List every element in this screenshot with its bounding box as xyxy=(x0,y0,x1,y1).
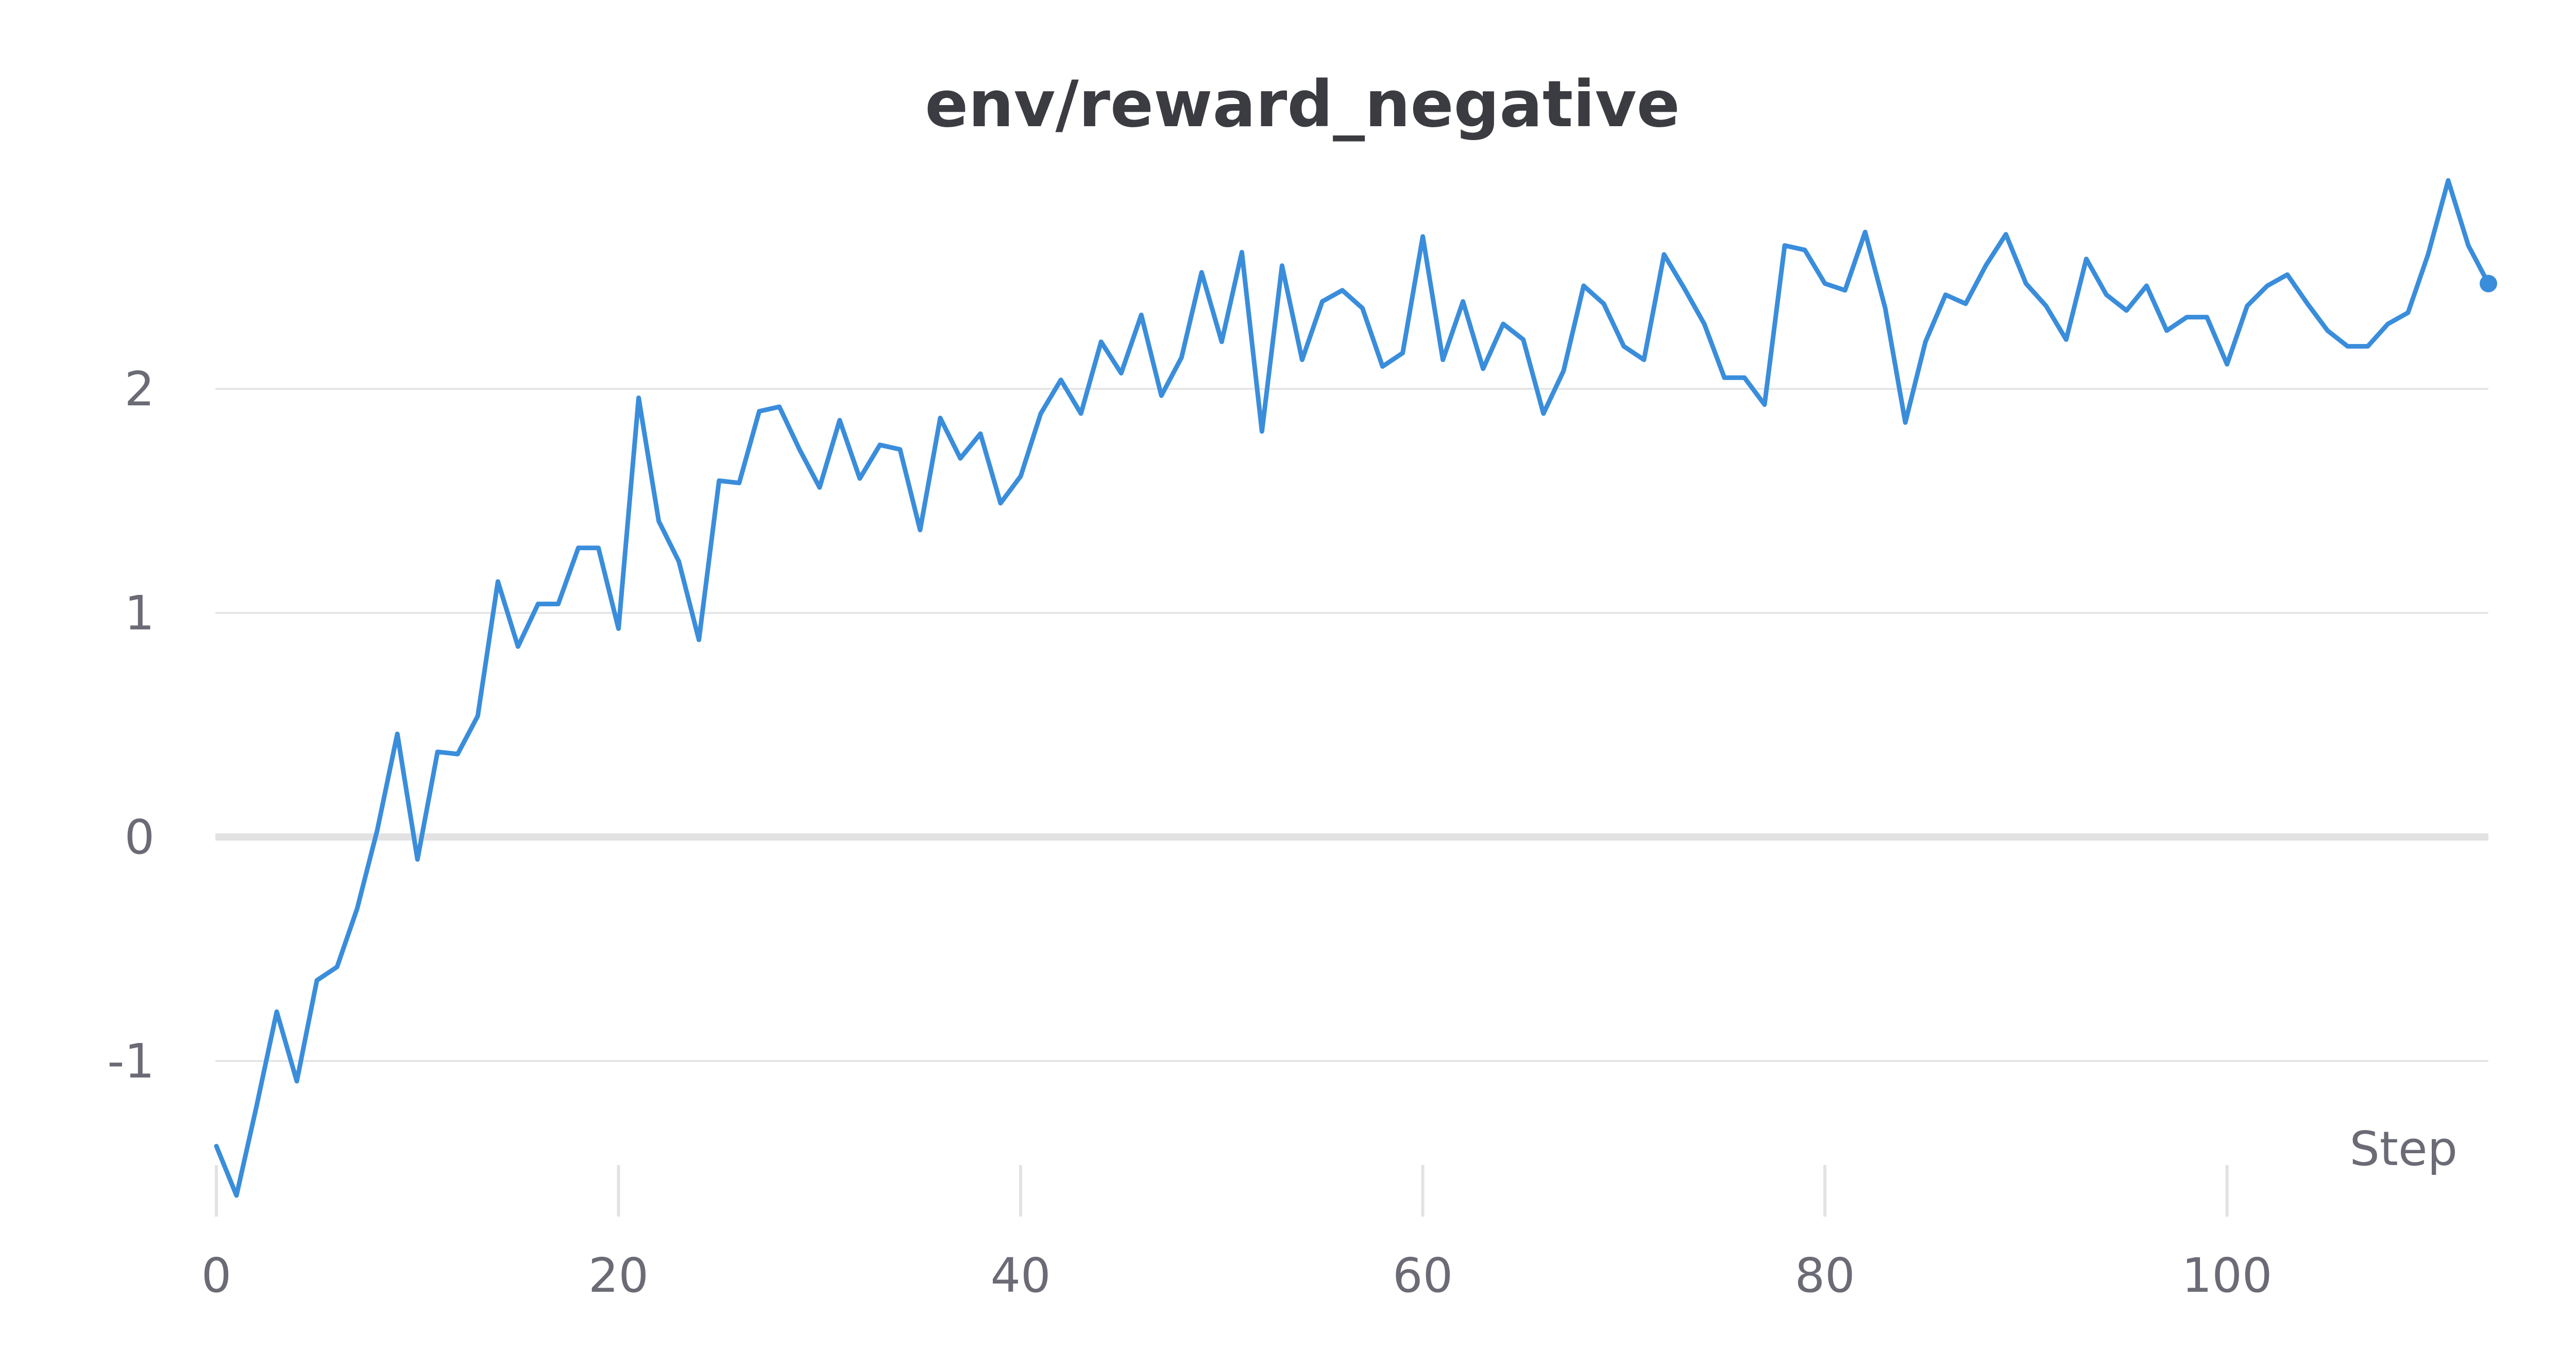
series-end-point xyxy=(2480,275,2497,293)
x-tick-label: 0 xyxy=(201,1248,232,1303)
series-layer xyxy=(214,178,2497,1198)
x-tick-label: 40 xyxy=(991,1248,1051,1303)
chart-title: env/reward_negative xyxy=(925,67,1680,142)
y-tick-label: 1 xyxy=(124,586,155,641)
series-line xyxy=(214,178,2491,1198)
grid-layer xyxy=(215,388,2488,1062)
y-axis: -1 0 1 2 xyxy=(107,362,155,1089)
x-tick-label: 20 xyxy=(588,1248,649,1303)
x-tick-label: 60 xyxy=(1393,1248,1453,1303)
x-axis-label: Step xyxy=(2350,1121,2458,1176)
y-tick-label: 0 xyxy=(124,810,155,865)
y-tick-label: 2 xyxy=(124,362,155,417)
x-axis: 0 20 40 60 80 100 xyxy=(201,1165,2273,1303)
x-tick-label: 100 xyxy=(2182,1248,2273,1303)
x-tick-label: 80 xyxy=(1795,1248,1855,1303)
y-tick-label: -1 xyxy=(107,1034,155,1089)
